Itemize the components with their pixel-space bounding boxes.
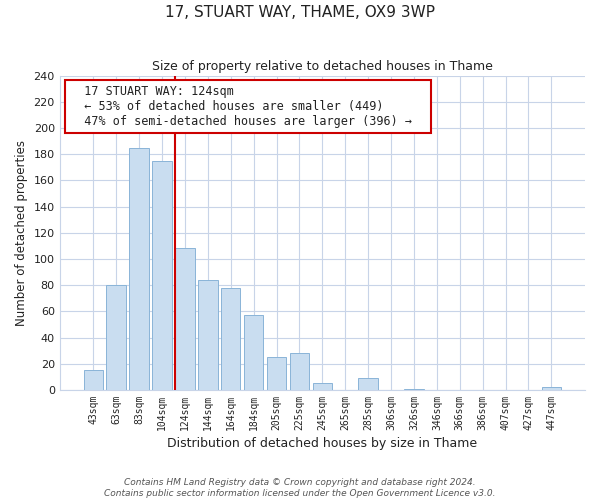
Bar [198, 280, 218, 390]
Bar [404, 388, 424, 390]
Bar [313, 384, 332, 390]
Bar [542, 388, 561, 390]
Text: 17 STUART WAY: 124sqm
  ← 53% of detached houses are smaller (449)
  47% of semi: 17 STUART WAY: 124sqm ← 53% of detached … [70, 85, 427, 128]
Title: Size of property relative to detached houses in Thame: Size of property relative to detached ho… [152, 60, 493, 73]
Bar [130, 148, 149, 390]
Bar [267, 357, 286, 390]
Bar [175, 248, 194, 390]
Bar [152, 160, 172, 390]
Bar [358, 378, 378, 390]
Bar [244, 316, 263, 390]
Text: 17, STUART WAY, THAME, OX9 3WP: 17, STUART WAY, THAME, OX9 3WP [165, 5, 435, 20]
Bar [221, 288, 241, 390]
X-axis label: Distribution of detached houses by size in Thame: Distribution of detached houses by size … [167, 437, 478, 450]
Y-axis label: Number of detached properties: Number of detached properties [15, 140, 28, 326]
Bar [290, 354, 309, 390]
Bar [83, 370, 103, 390]
Text: Contains HM Land Registry data © Crown copyright and database right 2024.
Contai: Contains HM Land Registry data © Crown c… [104, 478, 496, 498]
Bar [106, 285, 126, 390]
